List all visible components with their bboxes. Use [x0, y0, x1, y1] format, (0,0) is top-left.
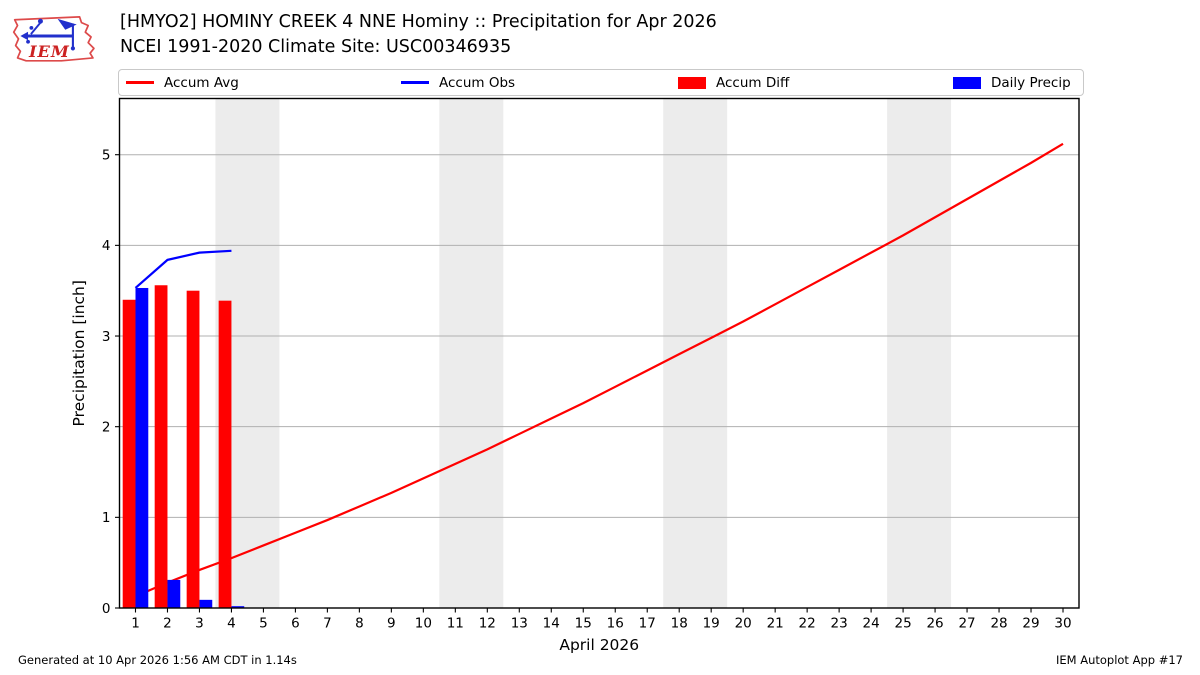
y-tick-label: 0 — [102, 601, 111, 617]
x-axis-label: April 2026 — [559, 636, 639, 654]
x-tick-label: 18 — [671, 616, 688, 632]
legend-label: Daily Precip — [991, 74, 1071, 91]
title-block: [HMYO2] HOMINY CREEK 4 NNE Hominy :: Pre… — [120, 10, 717, 60]
daily-precip-bar — [231, 606, 245, 608]
legend-label: Accum Obs — [439, 74, 516, 91]
legend-label: Accum Diff — [716, 74, 790, 91]
x-tick-label: 7 — [323, 616, 332, 632]
x-tick-label: 14 — [543, 616, 560, 632]
y-tick-label: 3 — [102, 329, 111, 345]
accum-avg-line — [135, 142, 1064, 598]
x-tick-label: 6 — [291, 616, 300, 632]
daily-precip-bar — [199, 599, 213, 608]
x-tick-label: 15 — [575, 616, 592, 632]
x-tick-label: 8 — [355, 616, 364, 632]
x-tick-label: 10 — [415, 616, 432, 632]
daily-precip-bar — [135, 287, 149, 608]
x-tick-label: 24 — [863, 616, 880, 632]
x-tick-label: 30 — [1054, 616, 1071, 632]
plot-border — [118, 97, 1080, 609]
legend: Accum Avg Accum Obs Accum Diff Daily Pre… — [118, 69, 1084, 96]
y-tick-label: 5 — [102, 148, 111, 164]
daily-precip-bar — [167, 579, 181, 608]
legend-item-accum-avg: Accum Avg — [126, 70, 239, 95]
x-tick-label: 13 — [511, 616, 528, 632]
x-tick-label: 25 — [894, 616, 911, 632]
accum-obs-swatch — [401, 81, 429, 84]
y-axis-label: Precipitation [inch] — [70, 280, 88, 426]
logo-iem-text: IEM — [28, 42, 70, 61]
accum-avg-swatch — [126, 81, 154, 84]
x-tick-label: 16 — [607, 616, 624, 632]
generated-timestamp: Generated at 10 Apr 2026 1:56 AM CDT in … — [18, 653, 297, 667]
iem-logo: IEM — [12, 16, 95, 62]
x-tick-label: 29 — [1022, 616, 1039, 632]
x-tick-label: 21 — [767, 616, 784, 632]
x-tick-label: 28 — [990, 616, 1007, 632]
x-tick-label: 2 — [163, 616, 172, 632]
x-tick-label: 20 — [735, 616, 752, 632]
legend-item-daily-precip: Daily Precip — [953, 70, 1071, 95]
accum-diff-bar — [186, 290, 200, 608]
chart-title: [HMYO2] HOMINY CREEK 4 NNE Hominy :: Pre… — [120, 12, 717, 32]
daily-precip-swatch — [953, 76, 981, 89]
precipitation-chart: 1 2 3 4 5 6 7 8 9 10 11 12 13 14 15 16 17 18 19 20 21 22 23 24 2… — [70, 97, 1080, 654]
x-tick-label: 1 — [131, 616, 140, 632]
accum-diff-swatch — [678, 76, 706, 89]
accum-diff-bar — [218, 300, 232, 608]
chart-subtitle: NCEI 1991-2020 Climate Site: USC00346935 — [120, 37, 512, 57]
x-tick-label: 5 — [259, 616, 268, 632]
x-tick-label: 27 — [958, 616, 975, 632]
y-tick-label: 4 — [102, 238, 111, 254]
x-tick-label: 19 — [703, 616, 720, 632]
y-tick-label: 1 — [102, 510, 111, 526]
legend-item-accum-diff: Accum Diff — [678, 70, 789, 95]
legend-label: Accum Avg — [164, 74, 239, 91]
x-tick-label: 4 — [227, 616, 236, 632]
x-tick-label: 17 — [639, 616, 656, 632]
accum-obs-line — [134, 249, 232, 289]
accum-diff-bar — [122, 299, 136, 608]
x-tick-label: 12 — [479, 616, 496, 632]
x-tick-label: 11 — [447, 616, 464, 632]
weekend-band — [439, 98, 504, 608]
weekend-band — [887, 98, 952, 608]
legend-item-accum-obs: Accum Obs — [401, 70, 515, 95]
x-tick-label: 3 — [195, 616, 204, 632]
x-tick-label: 22 — [799, 616, 816, 632]
app-credit: IEM Autoplot App #17 — [1055, 653, 1183, 667]
x-tick-label: 9 — [387, 616, 396, 632]
accum-diff-bar — [154, 285, 168, 608]
weather-vane-icon — [20, 18, 77, 51]
y-tick-label: 2 — [102, 419, 111, 435]
x-tick-label: 23 — [831, 616, 848, 632]
weekend-band — [663, 98, 728, 608]
x-tick-label: 26 — [926, 616, 943, 632]
